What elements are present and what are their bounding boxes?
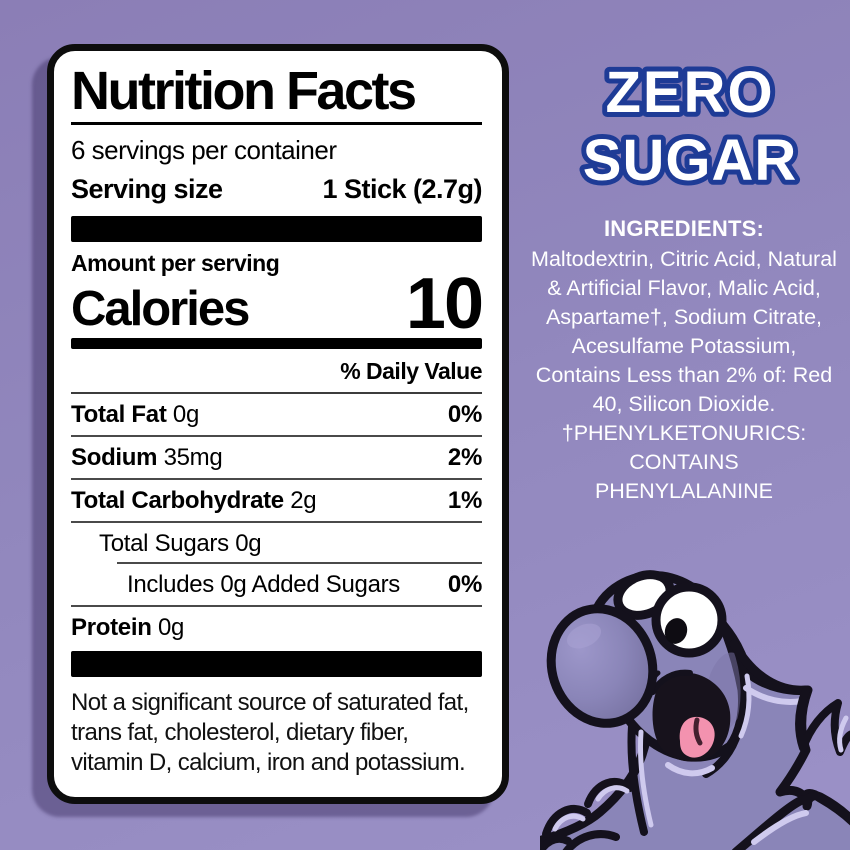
ingredients-block: INGREDIENTS: Maltodextrin, Citric Acid, … — [531, 216, 837, 506]
mascot-fin-highlight — [837, 715, 849, 753]
ingredients-title: INGREDIENTS: — [603, 216, 765, 241]
title-divider — [71, 121, 482, 125]
mascot-back-highlight — [743, 685, 805, 705]
phenylketonurics-line: PHENYLALANINE — [594, 479, 774, 503]
amount-per-serving-label: Amount per serving — [71, 249, 280, 276]
nutrient-name: Total Sugars 0g — [71, 529, 262, 558]
nutrient-bold-name: Total Carbohydrate — [71, 486, 284, 514]
nutrition-facts-panel: Nutrition Facts 6 servings per container… — [47, 44, 509, 804]
nutrient-amount: 0g — [172, 400, 199, 428]
mascot-neck-highlight — [738, 673, 752, 739]
calories-label: Calories — [71, 281, 250, 336]
mascot-hump-highlight — [751, 810, 809, 845]
mascot-left-fingers — [540, 830, 620, 850]
calories-value: 10 — [405, 263, 484, 344]
nutrient-plain-name: Total Sugars — [99, 529, 229, 557]
nutrient-amount: 0g — [157, 613, 185, 641]
nutrient-daily-value: 0% — [447, 400, 482, 428]
zero-sugar-badge: ZERO SUGAR — [578, 56, 801, 198]
nutrient-row-added-sugars: Includes 0g Added Sugars 0% — [71, 564, 482, 607]
medium-divider-bar — [71, 337, 482, 349]
phenylketonurics-line: †PHENYLKETONURICS: — [561, 421, 807, 445]
mascot-left-knuckle-1 — [584, 777, 634, 808]
mascot-left-knuckle-2-highlight — [552, 813, 586, 832]
thick-divider-bar — [71, 215, 482, 242]
mascot-left-knuckle-1-highlight — [595, 785, 630, 802]
nutrient-daily-value: 2% — [447, 443, 482, 471]
serving-size-row: Serving size 1 Stick (2.7g) — [71, 174, 482, 205]
bottom-divider-bar — [71, 650, 482, 677]
nutrient-name: Total Carbohydrate 2g — [71, 486, 317, 515]
mascot-snout-shine — [566, 623, 602, 649]
mascot-back-outline — [729, 639, 811, 695]
nutrient-row-total-sugars: Total Sugars 0g — [71, 523, 482, 564]
mascot-left-knuckle-2 — [542, 804, 591, 838]
inset-divider — [117, 561, 482, 564]
nutrient-name: Protein 0g — [71, 614, 184, 642]
mascot-chin-highlight — [665, 762, 715, 777]
label-footnote: Not a significant source of saturated fa… — [71, 688, 469, 776]
mascot-upper-lip — [650, 669, 693, 695]
serving-size-value: 1 Stick (2.7g) — [322, 173, 482, 204]
nutrient-row-protein: Protein 0g — [71, 607, 482, 648]
nutrient-name: Total Fat 0g — [71, 401, 199, 429]
nutrition-facts-title: Nutrition Facts — [71, 61, 417, 121]
mascot-neck-outline — [702, 642, 749, 778]
mascot-front-eye — [651, 582, 727, 658]
nutrient-bold-name: Total Fat — [71, 400, 167, 428]
phenylketonurics-line: CONTAINS — [629, 450, 739, 474]
sugar-text: SUGAR — [583, 128, 797, 193]
serving-size-label: Serving size — [71, 173, 223, 204]
mascot-hump-outline — [731, 791, 850, 850]
nutrient-bold-name: Sodium — [71, 443, 158, 471]
purple-mascot-illustration — [540, 570, 850, 850]
mascot-pupil — [664, 618, 688, 644]
mascot-chest-outline — [627, 722, 648, 836]
nutrient-amount: 0g — [235, 529, 262, 557]
daily-value-header: % Daily Value — [71, 349, 483, 394]
ingredients-text: Maltodextrin, Citric Acid, Natural & Art… — [531, 247, 837, 416]
mascot-tongue-crease — [693, 717, 703, 746]
nutrient-name: Includes 0g Added Sugars — [71, 571, 400, 599]
zero-text: ZERO — [605, 60, 774, 125]
nutrient-name: Sodium 35mg — [71, 443, 223, 472]
calories-row: Calories 10 — [71, 263, 484, 344]
nutrient-row-sodium: Sodium 35mg 2% — [71, 437, 482, 480]
nutrient-row-total-carbohydrate: Total Carbohydrate 2g 1% — [71, 480, 482, 523]
nutrient-daily-value: 0% — [447, 570, 482, 598]
nutrient-daily-value: 1% — [447, 486, 482, 514]
nutrient-bold-name: Protein — [71, 613, 152, 641]
mascot-fin-outline — [795, 686, 850, 756]
nutrient-row-total-fat: Total Fat 0g 0% — [71, 394, 482, 437]
servings-per-container: 6 servings per container — [71, 134, 337, 165]
nutrient-amount: 35mg — [163, 443, 223, 471]
mascot-chest-highlight — [638, 729, 654, 828]
nutrient-plain-name: Includes 0g Added Sugars — [127, 570, 401, 598]
nutrient-amount: 2g — [290, 486, 317, 514]
